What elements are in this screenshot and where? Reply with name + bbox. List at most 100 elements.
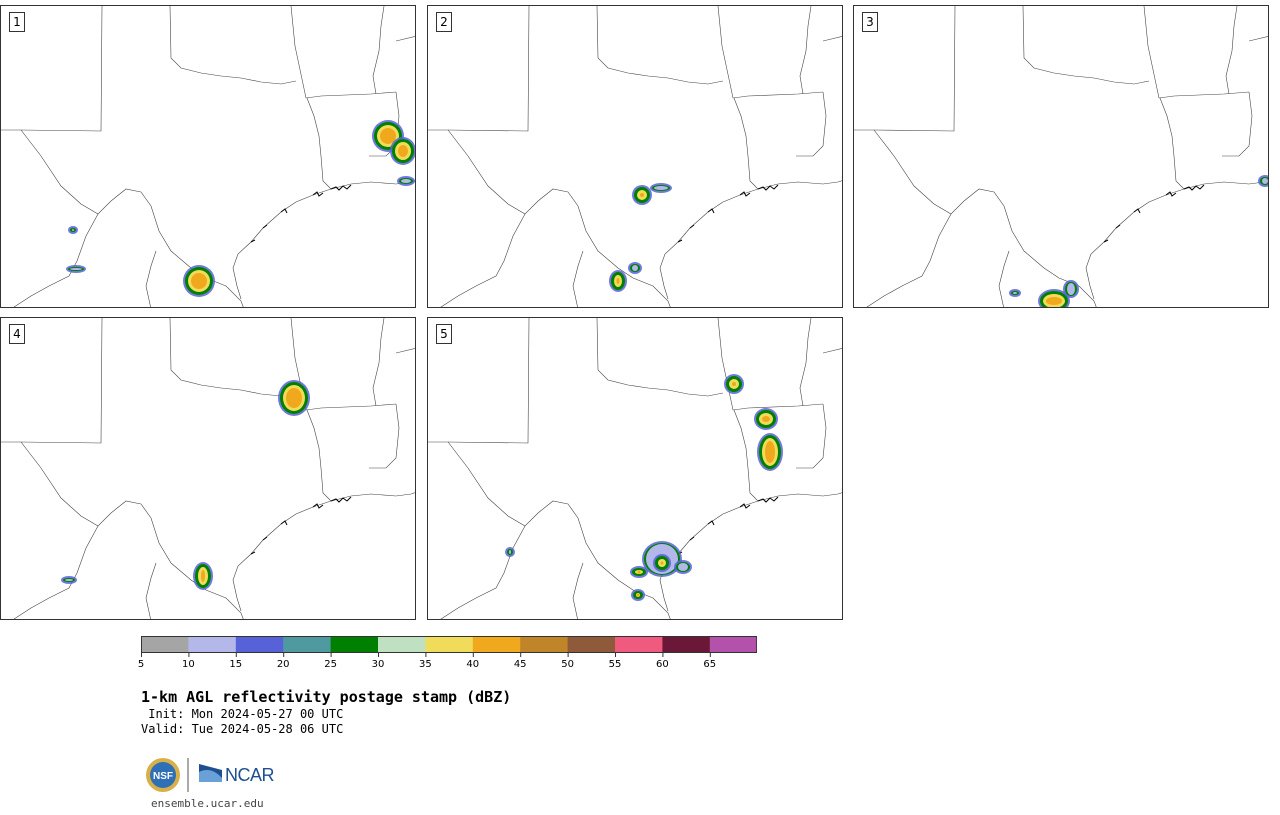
state-boundary <box>799 318 812 407</box>
texas-map-2 <box>428 6 842 307</box>
radar-echo <box>1009 289 1021 297</box>
radar-echo <box>183 265 215 297</box>
state-boundary <box>659 500 759 612</box>
colorbar-bin <box>188 636 237 653</box>
nsf-logo-text: NSF <box>153 771 173 782</box>
state-boundary <box>866 213 952 307</box>
postage-stamp-2: 2 <box>427 5 843 308</box>
colorbar-tick-label: 40 <box>466 659 480 670</box>
colorbar-bin <box>425 636 474 653</box>
colorbar-bin <box>235 636 284 653</box>
radar-echo <box>1258 175 1268 187</box>
radar-echo <box>650 183 672 193</box>
state-boundary <box>1085 188 1185 300</box>
state-boundary <box>1248 36 1268 42</box>
texas-map-5 <box>428 318 842 619</box>
colorbar-bin <box>709 636 757 653</box>
radar-echo <box>653 554 671 572</box>
state-boundary <box>145 562 157 619</box>
panel-number: 3 <box>862 12 878 32</box>
state-boundary <box>306 409 332 502</box>
panel-number: 1 <box>9 12 25 32</box>
state-boundary <box>428 318 530 444</box>
radar-echo <box>754 408 778 430</box>
state-boundary <box>428 6 530 132</box>
state-boundary <box>732 91 824 99</box>
colorbar-tick-label: 10 <box>182 659 195 670</box>
radar-echo <box>397 176 415 186</box>
state-boundary <box>799 6 812 95</box>
state-boundary <box>1 318 103 444</box>
state-boundary <box>447 129 671 307</box>
state-boundary <box>20 441 244 619</box>
colorbar-tick-label: 15 <box>229 659 243 670</box>
radar-echo <box>66 265 86 273</box>
state-boundary <box>305 91 397 99</box>
state-boundary <box>1022 6 1150 85</box>
state-boundary <box>290 6 307 99</box>
radar-echo <box>724 374 744 394</box>
state-boundary <box>596 318 724 397</box>
colorbar-tick-label: 45 <box>513 659 527 670</box>
state-boundary <box>169 318 297 397</box>
radar-echo <box>61 576 77 584</box>
state-boundary <box>169 6 297 85</box>
radar-echo <box>630 566 648 578</box>
colorbar-bin <box>520 636 569 653</box>
state-boundary <box>369 403 400 469</box>
radar-echo <box>757 433 783 471</box>
state-boundary <box>20 129 244 307</box>
state-boundary <box>822 348 842 354</box>
colorbar-bin <box>662 636 711 653</box>
panel-number: 5 <box>436 324 452 344</box>
figure-title: 1-km AGL reflectivity postage stamp (dBZ… <box>141 688 512 706</box>
state-boundary <box>757 180 842 190</box>
state-boundary <box>1 6 103 132</box>
state-boundary <box>873 129 1097 307</box>
colorbar-tick-label: 35 <box>419 659 432 670</box>
state-boundary <box>717 318 734 411</box>
panel-number: 4 <box>9 324 25 344</box>
radar-echo <box>674 560 692 574</box>
site-url: ensemble.ucar.edu <box>151 797 264 810</box>
ncar-logo-text: NCAR <box>225 765 275 785</box>
texas-map-3 <box>854 6 1268 307</box>
state-boundary <box>1143 6 1160 99</box>
state-boundary <box>822 36 842 42</box>
radar-echo <box>193 562 213 590</box>
state-boundary <box>232 188 332 300</box>
state-boundary <box>717 6 734 99</box>
postage-stamp-5: 5 <box>427 317 843 620</box>
postage-stamp-1: 1 <box>0 5 416 308</box>
state-boundary <box>232 500 332 612</box>
colorbar-bin <box>378 636 426 653</box>
colorbar-tick-label: 20 <box>276 659 290 670</box>
state-boundary <box>1225 6 1238 95</box>
coastline <box>677 184 779 243</box>
colorbar-tick-label: 25 <box>324 659 337 670</box>
colorbar-tick-label: 55 <box>608 659 622 670</box>
state-boundary <box>330 492 415 502</box>
radar-echo <box>609 270 627 292</box>
state-boundary <box>305 403 397 411</box>
state-boundary <box>796 403 827 469</box>
state-boundary <box>1222 91 1253 157</box>
state-boundary <box>854 6 956 132</box>
state-boundary <box>659 188 759 300</box>
state-boundary <box>13 213 99 307</box>
state-boundary <box>306 97 332 190</box>
postage-stamp-4: 4 <box>0 317 416 620</box>
state-boundary <box>572 250 584 307</box>
state-boundary <box>757 492 842 502</box>
radar-echo <box>632 185 652 205</box>
postage-stamp-3: 3 <box>853 5 1269 308</box>
state-boundary <box>732 403 824 411</box>
state-boundary <box>1159 97 1185 190</box>
sponsor-logos: NSF <box>145 756 275 798</box>
state-boundary <box>1158 91 1250 99</box>
state-boundary <box>733 409 759 502</box>
state-boundary <box>395 36 415 42</box>
colorbar-tick-label: 50 <box>561 659 574 670</box>
state-boundary <box>440 213 526 307</box>
panel-number: 2 <box>436 12 452 32</box>
